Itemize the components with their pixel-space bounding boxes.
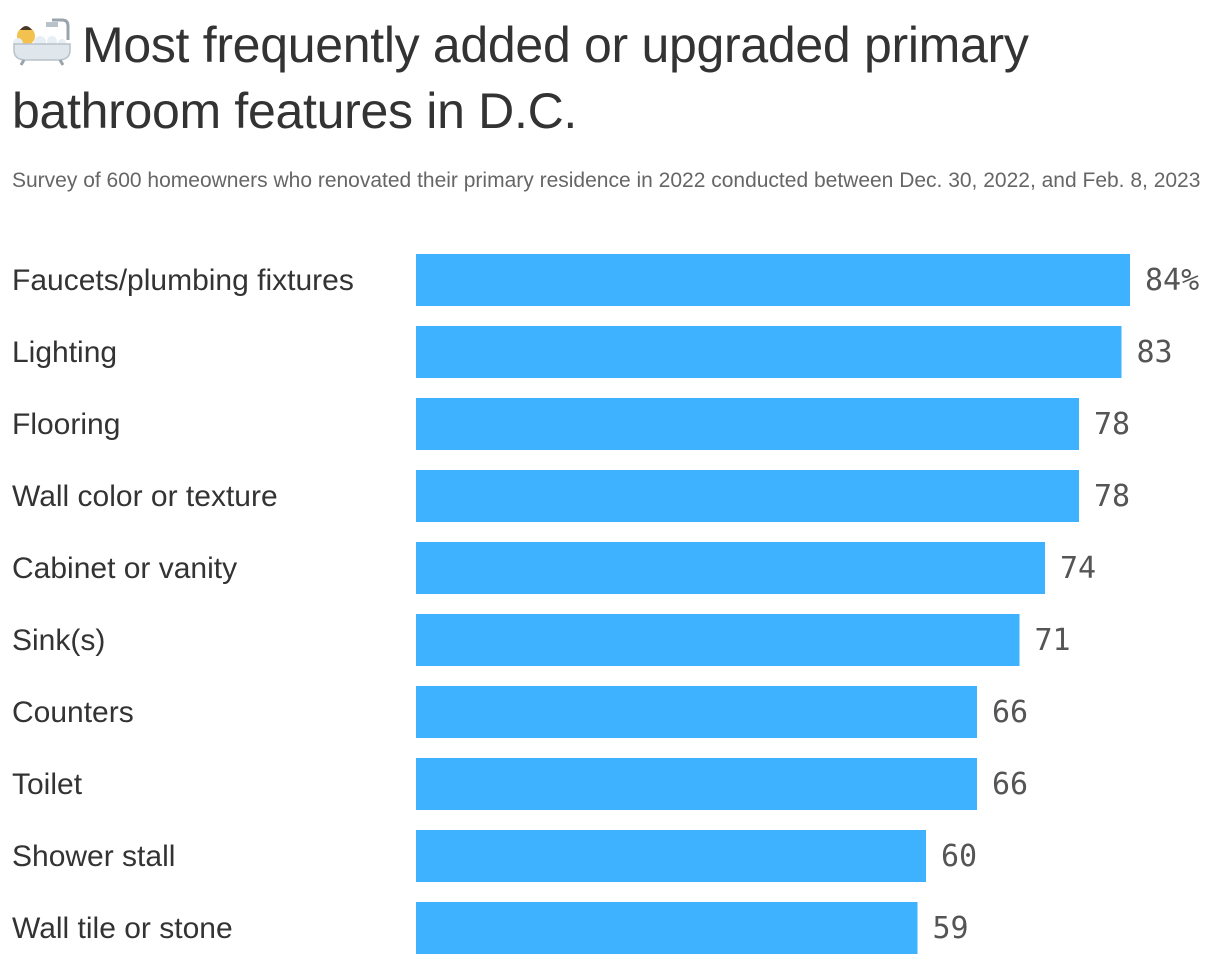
bar [416,254,1130,306]
value-label: 59 [933,911,969,946]
category-label: Lighting [12,336,117,369]
bar [416,326,1122,378]
category-label: Flooring [12,408,120,441]
category-label: Sink(s) [12,624,105,657]
bar [416,470,1079,522]
bar [416,542,1045,594]
bar [416,830,926,882]
bar [416,614,1020,666]
value-label: 60 [941,839,977,874]
category-label: Faucets/plumbing fixtures [12,264,354,297]
category-label: Shower stall [12,840,175,873]
value-label: 84% [1145,263,1199,298]
category-label: Wall color or texture [12,480,278,513]
bar [416,398,1079,450]
value-label: 78 [1094,479,1130,514]
value-label: 74 [1060,551,1096,586]
category-label: Counters [12,696,134,729]
chart-subtitle: Survey of 600 homeowners who renovated t… [12,169,1201,192]
bar [416,758,977,810]
value-label: 66 [992,767,1028,802]
chart-title-text: Most frequently added or upgraded primar… [12,17,1029,139]
value-label: 71 [1035,623,1071,658]
bar [416,686,977,738]
category-label: Cabinet or vanity [12,552,237,585]
category-label: Wall tile or stone [12,912,233,945]
value-label: 83 [1137,335,1173,370]
category-label: Toilet [12,768,83,801]
bar [416,902,918,954]
value-label: 66 [992,695,1028,730]
chart-title: Most frequently added or upgraded primar… [12,12,1202,144]
value-label: 78 [1094,407,1130,442]
bathtub-icon [13,18,71,66]
